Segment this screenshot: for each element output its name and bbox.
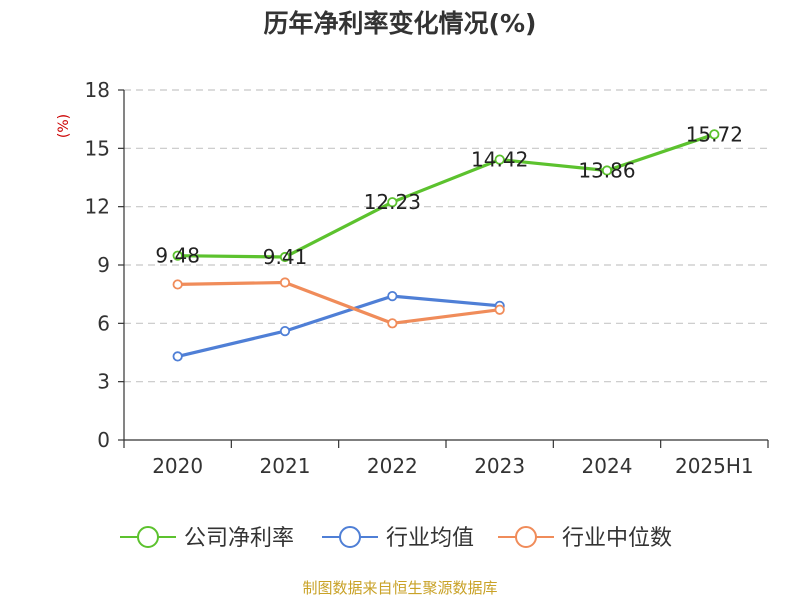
data-point: [387, 197, 398, 208]
data-point: [601, 165, 613, 176]
data-point: [279, 326, 291, 337]
series-group: [172, 129, 720, 362]
data-point: [172, 250, 183, 261]
y-axis-label: (%): [56, 114, 72, 138]
legend: 公司净利率 行业均值 行业中位数: [120, 526, 672, 551]
chart-title: 历年净利率变化情况(%): [264, 9, 537, 38]
data-point: [709, 129, 720, 140]
y-tick-label: 6: [97, 311, 110, 335]
y-tick-label: 15: [85, 136, 110, 160]
data-point: [387, 318, 398, 329]
source-note: 制图数据来自恒生聚源数据库: [302, 579, 497, 597]
y-tick-label: 12: [85, 195, 110, 219]
series-line-2: [176, 280, 502, 325]
data-point: [172, 351, 183, 362]
x-tick-label: 2021: [260, 454, 311, 478]
y-tick-label: 18: [85, 78, 110, 102]
legend-label: 公司净利率: [184, 526, 294, 551]
data-label: 15.72: [686, 122, 743, 146]
y-tick-label: 9: [97, 253, 110, 277]
legend-label: 行业中位数: [562, 526, 672, 551]
legend-marker: [339, 526, 361, 548]
grid-lines: [124, 89, 768, 383]
data-label: 13.86: [578, 159, 635, 183]
series-line-0: [176, 132, 716, 259]
legend-label: 行业均值: [386, 526, 474, 551]
data-label: 9.41: [263, 245, 308, 269]
data-point: [172, 279, 183, 290]
data-labels: 9.48 9.41 12.23 14.42 13.86 15.72: [155, 122, 743, 269]
data-point: [494, 154, 505, 165]
data-label: 14.42: [471, 148, 528, 172]
data-label: 12.23: [364, 190, 421, 214]
x-tick-label: 2023: [474, 454, 525, 478]
data-point: [279, 251, 291, 263]
legend-marker: [137, 526, 159, 548]
data-point: [387, 291, 398, 302]
data-label: 9.48: [155, 244, 200, 268]
data-point: [279, 277, 291, 288]
data-point: [494, 304, 505, 315]
y-tick-label: 3: [97, 370, 110, 394]
x-tick-label: 2020: [152, 454, 203, 478]
axes: 0 3 6 9 12 15 18 2020 2021 2022 2023 2024 2025H1: [85, 78, 769, 478]
legend-marker: [515, 526, 537, 548]
x-tick-label: 2025H1: [675, 454, 754, 478]
y-tick-label: 0: [97, 428, 110, 452]
x-tick-label: 2024: [582, 454, 633, 478]
x-tick-label: 2022: [367, 454, 418, 478]
series-line-1: [176, 294, 502, 358]
